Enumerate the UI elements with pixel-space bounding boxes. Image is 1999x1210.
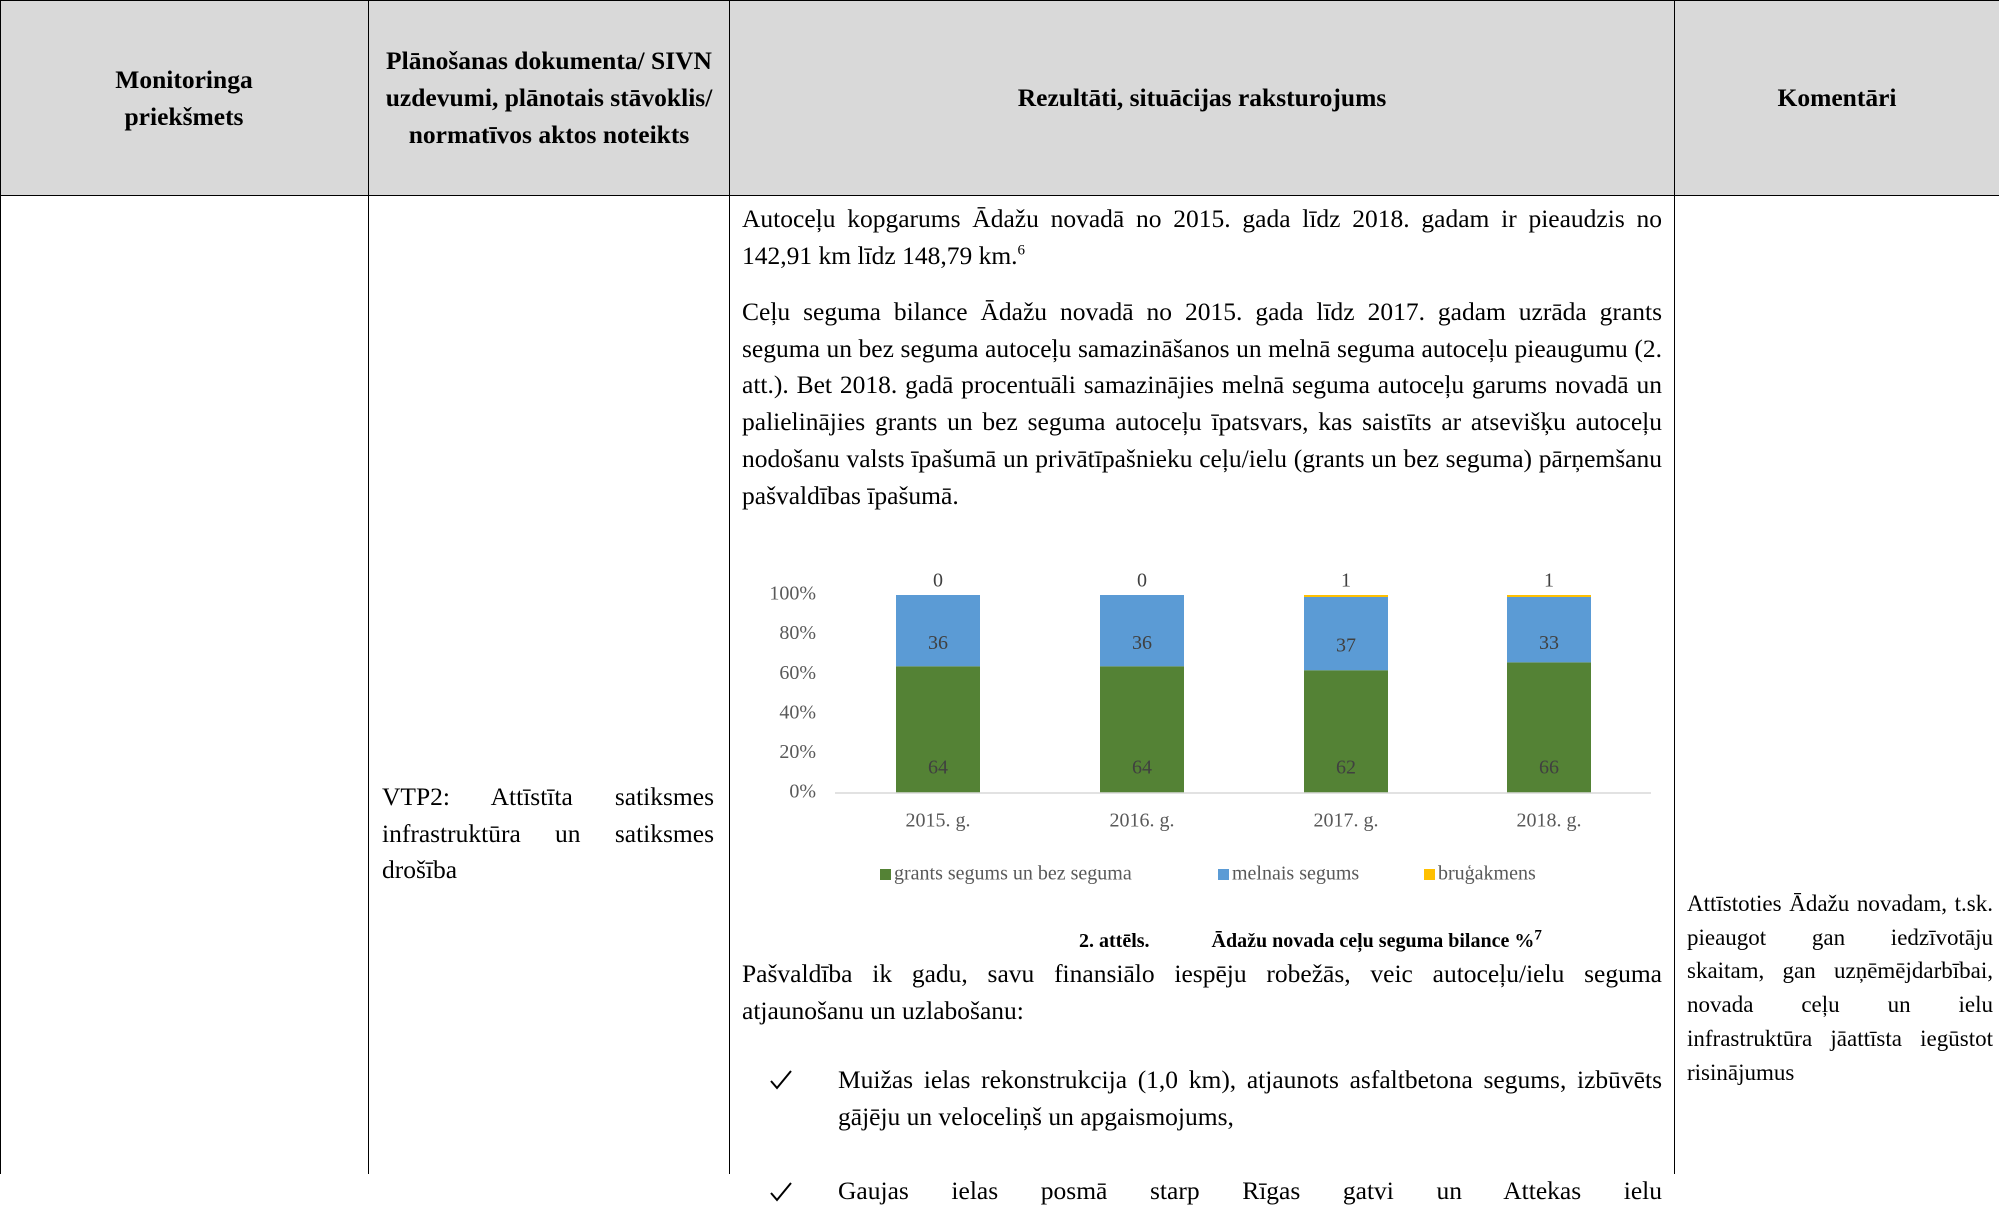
data-label: 66 — [1539, 757, 1559, 779]
x-tick-label: 2015. g. — [906, 810, 971, 832]
table-border — [1674, 0, 1675, 1174]
header-text: Monitoringa priekšmets — [115, 64, 253, 131]
legend-swatch — [880, 869, 891, 880]
table-border — [0, 195, 1999, 196]
bar-segment — [1507, 596, 1591, 663]
data-label: 0 — [1137, 570, 1147, 592]
caption-text: Ādažu novada ceļu seguma bilance % — [1211, 930, 1535, 952]
table-border — [729, 0, 730, 1174]
list-item: Muižas ielas rekonstrukcija (1,0 km), at… — [838, 1065, 1662, 1131]
table-border — [0, 0, 1, 1174]
paragraph: Ceļu seguma bilance Ādažu novadā no 2015… — [742, 294, 1662, 514]
header-cell: Komentāri — [1675, 0, 1999, 195]
bar-segment — [1304, 670, 1388, 793]
bar-segment — [1507, 662, 1591, 793]
data-label: 36 — [1132, 632, 1152, 654]
y-tick-label: 100% — [769, 583, 816, 605]
legend-swatch — [1424, 869, 1435, 880]
legend-label: grants segums un bez seguma — [894, 863, 1132, 885]
header-cell: Monitoringa priekšmets — [0, 0, 368, 195]
paragraph-text: Pašvaldība ik gadu, savu finansiālo iesp… — [742, 959, 1662, 1025]
paragraph: Autoceļu kopgarums Ādažu novadā no 2015.… — [742, 201, 1662, 274]
chart: 0% 20% 40% 60% 80% 100% 2015. g. 64 36 0 2016. g. 6… — [769, 570, 1651, 885]
data-label: 37 — [1336, 635, 1356, 657]
task-text: VTP2: Attīstīta satiksmes infrastruktūra… — [382, 782, 714, 885]
header-text: Rezultāti, situācijas raksturojums — [1017, 83, 1387, 112]
header-text: Plānošanas dokumenta/ SIVN uzdevumi, plā… — [385, 46, 713, 149]
data-label: 0 — [933, 570, 943, 592]
bar-segment — [1304, 595, 1388, 597]
legend-label: melnais segums — [1232, 863, 1359, 885]
header-cell: Rezultāti, situācijas raksturojums — [730, 0, 1674, 195]
footnote-ref: 6 — [1017, 242, 1026, 259]
bar-segment — [1100, 666, 1184, 793]
data-label: 36 — [928, 632, 948, 654]
legend-label: bruģakmens — [1438, 863, 1536, 885]
caption: 2. attēls. Ādažu novada ceļu seguma bilan… — [1079, 927, 1542, 953]
paragraph: Pašvaldība ik gadu, savu finansiālo iesp… — [742, 956, 1662, 1029]
data-label: 1 — [1544, 570, 1554, 592]
bar-segment — [1507, 595, 1591, 597]
y-tick-label: 80% — [779, 622, 816, 644]
y-tick-label: 0% — [789, 781, 816, 803]
checkmark — [770, 1182, 792, 1202]
y-tick-label: 20% — [779, 741, 816, 763]
data-label: 64 — [928, 757, 948, 779]
table-border — [368, 0, 369, 1174]
legend-swatch — [1218, 869, 1229, 880]
y-tick-label: 40% — [779, 701, 816, 723]
data-label: 1 — [1341, 570, 1351, 592]
list-item: Gaujas ielas posmā starp Rīgas gatvi un … — [838, 1176, 1662, 1205]
x-tick-label: 2018. g. — [1517, 810, 1582, 832]
footnote-ref: 7 — [1534, 927, 1542, 944]
bar-segment — [1304, 596, 1388, 671]
paragraph-text: Ceļu seguma bilance Ādažu novadā no 2015… — [742, 297, 1662, 510]
bar-segment — [1100, 595, 1184, 667]
header-cell: Plānošanas dokumenta/ SIVN uzdevumi, plā… — [369, 0, 729, 195]
comment-text: Attīstoties Ādažu novadam, t.sk. pieaugo… — [1687, 891, 1993, 1085]
paragraph-text: Autoceļu kopgarums Ādažu novadā no 2015.… — [742, 204, 1662, 270]
data-label: 62 — [1336, 757, 1356, 779]
bar-segment — [896, 595, 980, 667]
x-tick-label: 2017. g. — [1314, 810, 1379, 832]
checkmark — [770, 1070, 792, 1090]
data-label: 33 — [1539, 632, 1559, 654]
data-label: 64 — [1132, 757, 1152, 779]
table-border — [0, 0, 1999, 1]
y-tick-label: 60% — [779, 662, 816, 684]
caption-number: 2. attēls. — [1079, 930, 1150, 952]
bar-segment — [896, 666, 980, 793]
header-text: Komentāri — [1777, 83, 1897, 112]
x-tick-label: 2016. g. — [1110, 810, 1175, 832]
